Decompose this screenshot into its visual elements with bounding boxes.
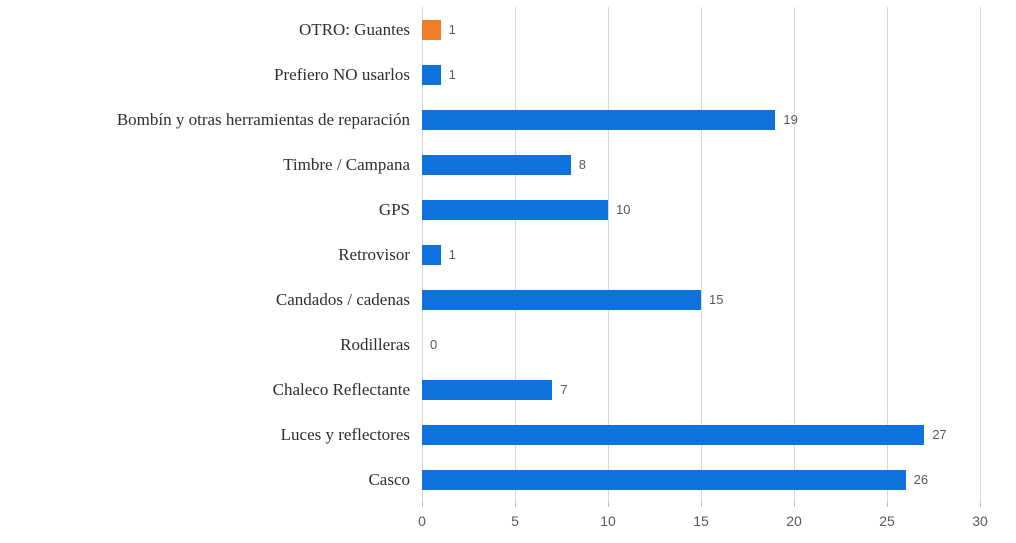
chart-row: Luces y reflectores 27 (0, 412, 1016, 457)
plot-area: 0 5 10 15 20 25 30 (418, 7, 988, 529)
category-label: OTRO: Guantes (299, 19, 410, 39)
value-label: 27 (932, 427, 947, 442)
bar (422, 109, 776, 130)
category-label: Retrovisor (338, 244, 410, 264)
value-label: 10 (616, 202, 631, 217)
gridline (515, 7, 516, 502)
value-label: 8 (578, 157, 587, 172)
category-label: Prefiero NO usarlos (274, 64, 410, 84)
x-axis-tick-label: 25 (879, 513, 895, 529)
x-axis-tick-label: 30 (972, 513, 988, 529)
chart-row: GPS 10 (0, 187, 1016, 232)
bar (422, 199, 608, 220)
bar-cell: 26 (422, 457, 980, 502)
bar (422, 64, 441, 85)
gridline (608, 7, 609, 502)
category-label: GPS (378, 199, 410, 219)
category-label: Rodilleras (340, 334, 410, 354)
axis-tick (887, 502, 888, 507)
gridline (794, 7, 795, 502)
bar-cell: 8 (422, 142, 980, 187)
chart-row: Candados / cadenas 15 (0, 277, 1016, 322)
value-label: 15 (709, 292, 724, 307)
bar (422, 469, 906, 490)
gridline (980, 7, 981, 502)
x-axis-tick-label: 10 (600, 513, 616, 529)
axis-tick (422, 502, 423, 507)
bar-cell: 19 (422, 97, 980, 142)
category-label: Luces y reflectores (280, 424, 410, 444)
chart-row: Rodilleras 0 (0, 322, 1016, 367)
bar-cell: 27 (422, 412, 980, 457)
bar (422, 154, 571, 175)
bar-cell: 15 (422, 277, 980, 322)
bar-cell: 1 (422, 232, 980, 277)
category-label: Timbre / Campana (283, 154, 410, 174)
chart-rows: OTRO: Guantes 1 Prefiero NO usarlos 1 Bo… (0, 7, 1016, 502)
chart-row: Timbre / Campana 8 (0, 142, 1016, 187)
axis-tick (515, 502, 516, 507)
value-label: 19 (783, 112, 798, 127)
chart-row: OTRO: Guantes 1 (0, 7, 1016, 52)
bar-cell: 7 (422, 367, 980, 412)
category-label: Casco (368, 469, 410, 489)
value-label: 1 (448, 22, 456, 37)
gridline (701, 7, 702, 502)
bar (422, 379, 553, 400)
value-label: 26 (913, 472, 929, 487)
category-label: Chaleco Reflectante (272, 379, 410, 399)
bar (422, 19, 441, 40)
axis-tick (608, 502, 609, 507)
value-label: 1 (448, 67, 456, 82)
bar (422, 424, 925, 445)
value-label: 0 (430, 337, 438, 352)
value-label: 1 (448, 247, 456, 262)
x-axis-tick-label: 0 (418, 513, 426, 529)
bar-cell: 1 (422, 52, 980, 97)
bar-cell: 1 (422, 7, 980, 52)
chart-row: Casco 26 (0, 457, 1016, 502)
axis-tick (701, 502, 702, 507)
category-label: Bombín y otras herramientas de reparació… (116, 109, 410, 129)
bar (422, 289, 701, 310)
x-axis-tick-label: 5 (511, 513, 519, 529)
gridline (887, 7, 888, 502)
chart-row: Prefiero NO usarlos 1 (0, 52, 1016, 97)
x-axis-tick-label: 20 (786, 513, 802, 529)
bar (422, 244, 441, 265)
category-label: Candados / cadenas (275, 289, 410, 309)
axis-tick (794, 502, 795, 507)
bar-cell: 0 (422, 322, 980, 367)
chart-row: Bombín y otras herramientas de reparació… (0, 97, 1016, 142)
chart-row: Chaleco Reflectante 7 (0, 367, 1016, 412)
chart-row: Retrovisor 1 (0, 232, 1016, 277)
bar-cell: 10 (422, 187, 980, 232)
x-axis-tick-label: 15 (693, 513, 709, 529)
axis-tick (980, 502, 981, 507)
value-label: 7 (560, 382, 568, 397)
